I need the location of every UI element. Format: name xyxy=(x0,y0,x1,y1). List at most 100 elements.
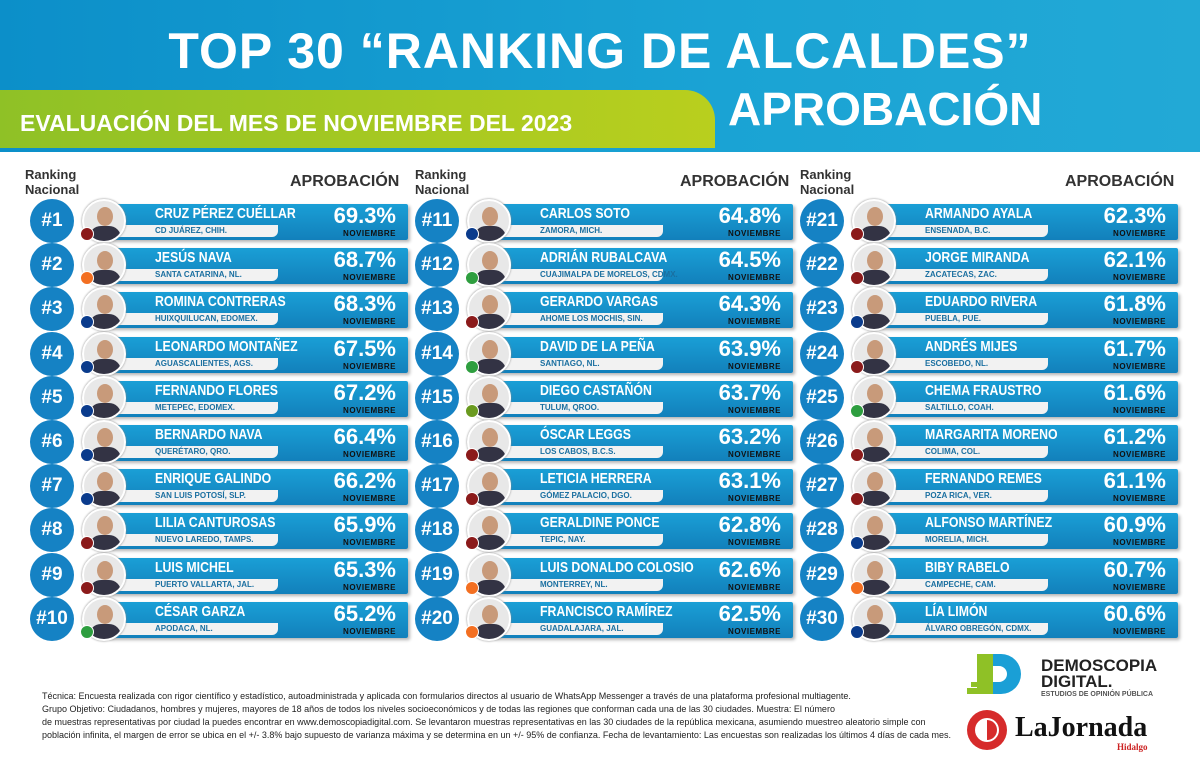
ranking-row: #22 JORGE MIRANDA ZACATECAS, ZAC. 62.1% … xyxy=(800,243,1185,288)
mayor-name: JORGE MIRANDA xyxy=(925,249,1030,267)
ranking-row: #5 FERNANDO FLORES METEPEC, EDOMEX. 67.2… xyxy=(30,375,415,420)
ranking-row: #17 LETICIA HERRERA GÓMEZ PALACIO, DGO. … xyxy=(415,464,800,509)
ranking-row: #11 CARLOS SOTO ZAMORA, MICH. 64.8% NOVI… xyxy=(415,199,800,243)
approval-value: 66.2% xyxy=(333,468,396,494)
rank-badge: #3 xyxy=(30,287,74,332)
rank-badge: #13 xyxy=(415,287,459,332)
mayor-name: ANDRÉS MIJES xyxy=(925,337,1018,355)
location-strip xyxy=(878,357,1048,370)
sun-icon xyxy=(967,710,1007,750)
party-logo-icon xyxy=(80,315,94,330)
rank-badge: #18 xyxy=(415,508,459,553)
approval-value: 67.2% xyxy=(333,379,396,405)
location-strip xyxy=(878,225,1048,237)
mayor-city: ENSENADA, B.C. xyxy=(925,226,991,235)
rank-badge: #10 xyxy=(30,596,74,641)
mayor-name: ÓSCAR LEGGS xyxy=(540,426,631,443)
location-strip xyxy=(878,534,1048,547)
rank-badge: #5 xyxy=(30,375,74,420)
mayor-city: GÓMEZ PALACIO, DGO. xyxy=(540,491,632,501)
ranking-row: #12 ADRIÁN RUBALCAVA CUAJIMALPA DE MOREL… xyxy=(415,243,800,288)
location-strip xyxy=(493,490,663,503)
location-strip xyxy=(493,401,663,414)
ranking-header: Ranking Nacional xyxy=(25,167,79,197)
approval-value: 62.1% xyxy=(1103,247,1166,273)
month-label: NOVIEMBRE xyxy=(1113,273,1166,283)
logo-text: DEMOSCOPIA xyxy=(1041,656,1158,675)
ranking-row: #30 LÍA LIMÓN ÁLVARO OBREGÓN, CDMX. 60.6… xyxy=(800,596,1185,641)
ranking-row: #14 DAVID DE LA PEÑA SANTIAGO, NL. 63.9%… xyxy=(415,331,800,376)
mayor-city: CD JUÁREZ, CHIH. xyxy=(155,226,228,235)
mayor-photo xyxy=(852,596,896,641)
location-strip xyxy=(878,622,1048,635)
ranking-row: #7 ENRIQUE GALINDO SAN LUIS POTOSÍ, SLP.… xyxy=(30,464,415,509)
rank-badge: #11 xyxy=(415,199,459,243)
party-logo-icon xyxy=(465,624,479,639)
mayor-photo xyxy=(852,199,896,243)
approval-value: 60.9% xyxy=(1103,512,1166,538)
party-logo-icon xyxy=(465,315,479,330)
ranking-row: #18 GERALDINE PONCE TEPIC, NAY. 62.8% NO… xyxy=(415,508,800,553)
location-strip xyxy=(878,578,1048,591)
location-strip xyxy=(878,490,1048,503)
approval-value: 67.5% xyxy=(333,335,396,361)
location-strip xyxy=(108,622,278,635)
party-logo-icon xyxy=(80,448,94,462)
approval-value: 62.3% xyxy=(1103,203,1166,228)
mayor-city: SALTILLO, COAH. xyxy=(925,402,994,412)
month-label: NOVIEMBRE xyxy=(728,229,781,238)
mayor-photo xyxy=(82,464,126,509)
mayor-city: PUERTO VALLARTA, JAL. xyxy=(155,579,255,589)
mayor-photo xyxy=(82,199,126,243)
footer-line: población infinita, el margen de error s… xyxy=(42,730,952,740)
location-strip xyxy=(108,269,278,282)
mayor-photo xyxy=(467,552,511,597)
approval-value: 65.3% xyxy=(333,556,396,582)
ranking-header: Ranking Nacional xyxy=(800,167,854,197)
location-strip xyxy=(493,357,663,370)
party-logo-icon xyxy=(850,580,864,595)
approval-value: 64.3% xyxy=(718,291,781,317)
approval-value: 61.6% xyxy=(1103,379,1166,405)
location-strip xyxy=(108,225,278,237)
approval-value: 64.5% xyxy=(718,247,781,273)
mayor-name: FRANCISCO RAMÍREZ xyxy=(540,602,673,620)
ranking-header-line: Nacional xyxy=(415,182,470,197)
mayor-photo xyxy=(852,508,896,553)
mayor-name: ROMINA CONTRERAS xyxy=(155,293,286,311)
approval-value: 65.2% xyxy=(333,600,396,626)
location-strip xyxy=(493,313,663,326)
mayor-city: METEPEC, EDOMEX. xyxy=(155,402,236,412)
month-label: NOVIEMBRE xyxy=(343,273,396,283)
rank-badge: #7 xyxy=(30,464,74,509)
mayor-photo xyxy=(852,331,896,376)
mayor-photo xyxy=(82,552,126,597)
subtitle: EVALUACIÓN DEL MES DE NOVIEMBRE DEL 2023 xyxy=(20,110,573,136)
party-logo-icon xyxy=(850,227,864,241)
rank-badge: #15 xyxy=(415,375,459,420)
ranking-row: #9 LUIS MICHEL PUERTO VALLARTA, JAL. 65.… xyxy=(30,552,415,597)
ranking-row: #15 DIEGO CASTAÑÓN TULUM, QROO. 63.7% NO… xyxy=(415,375,800,420)
ranking-row: #23 EDUARDO RIVERA PUEBLA, PUE. 61.8% NO… xyxy=(800,287,1185,332)
rank-badge: #16 xyxy=(415,420,459,464)
month-label: NOVIEMBRE xyxy=(1113,229,1166,238)
rank-badge: #17 xyxy=(415,464,459,509)
month-label: NOVIEMBRE xyxy=(343,626,396,636)
party-logo-icon xyxy=(80,403,94,418)
rank-badge: #29 xyxy=(800,552,844,597)
location-strip xyxy=(108,401,278,414)
party-logo-icon xyxy=(465,492,479,507)
rank-badge: #25 xyxy=(800,375,844,420)
rank-badge: #1 xyxy=(30,199,74,243)
month-label: NOVIEMBRE xyxy=(728,317,781,327)
location-strip xyxy=(878,269,1048,282)
month-label: NOVIEMBRE xyxy=(728,582,781,592)
rank-badge: #6 xyxy=(30,420,74,464)
ranking-row: #25 CHEMA FRAUSTRO SALTILLO, COAH. 61.6%… xyxy=(800,375,1185,420)
party-logo-icon xyxy=(465,448,479,462)
rank-badge: #24 xyxy=(800,331,844,376)
party-logo-icon xyxy=(465,580,479,595)
mayor-name: ENRIQUE GALINDO xyxy=(155,470,272,488)
rank-badge: #28 xyxy=(800,508,844,553)
location-strip xyxy=(878,446,1048,458)
